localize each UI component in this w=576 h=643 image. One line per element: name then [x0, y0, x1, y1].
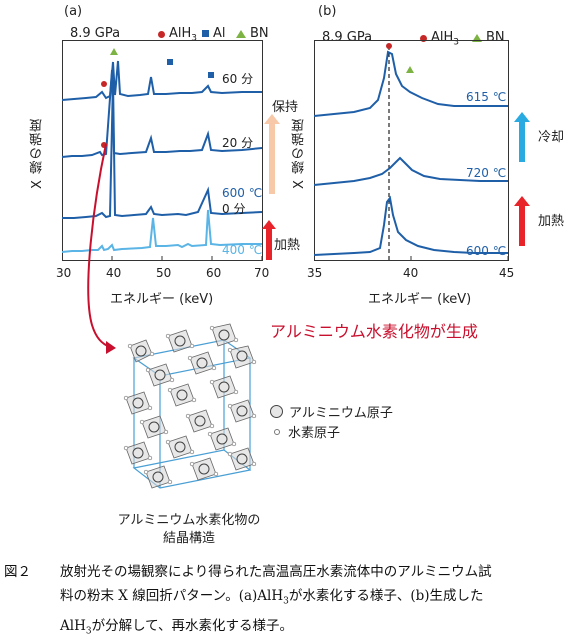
trace-60min — [62, 60, 262, 101]
al-peak-marker-1 — [167, 59, 173, 65]
trace-b-615c — [314, 50, 508, 117]
label-600c: 600 ℃ — [222, 186, 263, 200]
alh3-peak-marker-60 — [101, 81, 107, 87]
tick-b-35: 35 — [307, 266, 323, 280]
label-60min: 60 分 — [222, 72, 254, 86]
panel-b-legend-bn: BN — [472, 30, 505, 45]
label-400c: 400 ℃ — [222, 243, 263, 257]
panel-b-pressure: 8.9 GPa — [322, 30, 373, 45]
heat-arrow-b-icon — [514, 196, 530, 246]
panel-a-legend-al: Al — [202, 26, 226, 41]
tick-a-50: 50 — [156, 266, 172, 280]
tick-b-45: 45 — [499, 266, 515, 280]
panel-b-xlabel: エネルギー (keV) — [368, 292, 472, 307]
panel-a-pressure: 8.9 GPa — [70, 26, 121, 41]
green-triangle-icon — [472, 33, 482, 42]
tick-a-30: 30 — [56, 266, 72, 280]
caption-line3: AlH3が分解して、再水素化する様子。 — [60, 617, 293, 637]
red-circle-icon — [420, 35, 427, 43]
hold-arrow-icon — [264, 114, 280, 194]
structure-legend-h: 水素原子 — [274, 422, 340, 441]
panel-a-chart — [62, 40, 263, 261]
panel-a-ylabel: X 線の強度 — [30, 118, 45, 190]
red-circle-icon — [158, 31, 165, 39]
structure-title: アルミニウム水素化物の 結晶構造 — [117, 513, 261, 546]
bn-marker-b — [406, 66, 414, 73]
green-triangle-icon — [236, 29, 246, 38]
hydrogen-atom-icon — [274, 428, 280, 435]
label-b-600c: 600 ℃ — [466, 244, 507, 258]
trace-400c — [62, 209, 262, 253]
label-heat-a: 加熱 — [274, 238, 301, 253]
trace-0min — [62, 79, 263, 219]
trace-b-720c — [314, 156, 508, 186]
al-peak-marker-2 — [208, 72, 214, 78]
caption-label: 図２ — [4, 564, 31, 580]
label-cool: 冷却 — [538, 130, 565, 145]
panel-a-legend-bn: BN — [236, 26, 269, 41]
callout-text: アルミニウム水素化物が生成 — [270, 322, 478, 341]
tick-a-70: 70 — [254, 266, 270, 280]
tick-b-40: 40 — [403, 266, 419, 280]
heat-arrow-a-icon — [262, 220, 276, 260]
label-hold: 保持 — [272, 100, 299, 115]
label-b-615c: 615 ℃ — [466, 90, 507, 104]
label-20min: 20 分 — [222, 136, 254, 150]
figure-caption: 図２ 放射光その場観察により得られた高温高圧水素流体中のアルミニウム試 料の粉末… — [4, 560, 572, 643]
structure-legend-al: アルミニウム原子 — [270, 402, 393, 421]
tick-a-40: 40 — [106, 266, 122, 280]
panel-a-label: (a) — [64, 4, 83, 19]
panel-a-xlabel: エネルギー (keV) — [110, 292, 214, 307]
tick-a-60: 60 — [206, 266, 222, 280]
caption-line2: 料の粉末 X 線回折パターン。(a)AlH3が水素化する様子、(b)生成した — [60, 588, 484, 607]
crystal-structure-image — [123, 323, 257, 489]
aluminum-atom-icon — [270, 405, 283, 418]
label-0min: 0 分 — [222, 202, 246, 216]
panel-b-label: (b) — [318, 4, 337, 19]
label-heat-b: 加熱 — [538, 214, 565, 229]
caption-line1: 放射光その場観察により得られた高温高圧水素流体中のアルミニウム試 — [60, 564, 492, 580]
panel-b-frame — [314, 40, 509, 261]
callout-arrow-icon — [87, 143, 116, 354]
blue-square-icon — [202, 30, 209, 37]
panel-a-legend-alh3: AlH3 — [158, 26, 197, 44]
panel-b-legend-alh3: AlH3 — [420, 30, 459, 48]
trace-20min — [62, 69, 263, 158]
trace-b-600c — [314, 195, 508, 256]
cool-arrow-icon — [514, 112, 530, 162]
bn-peak-marker — [110, 48, 118, 55]
panel-b-chart — [314, 40, 509, 261]
alh3-marker-b — [386, 43, 392, 49]
label-b-720c: 720 ℃ — [466, 166, 507, 180]
panel-b-ylabel: X 線の強度 — [292, 118, 307, 190]
